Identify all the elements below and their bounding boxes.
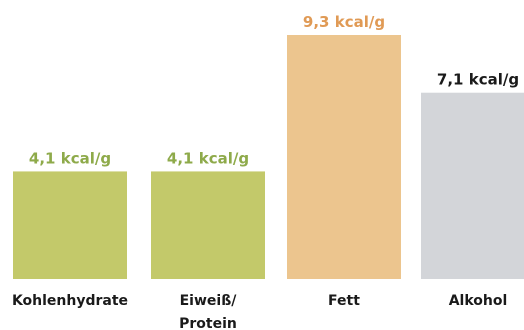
value-label-kohlenhydrate: 4,1 kcal/g [29, 149, 111, 167]
category-label-eiweiß-protein-line-2: Protein [179, 316, 237, 330]
value-label-fett: 9,3 kcal/g [303, 13, 385, 31]
bar-alkohol [421, 92, 524, 279]
category-labels-group: Kohlenhydrate Eiweiß/Protein Fett Alkohol [12, 293, 507, 330]
bar-eiweiß-protein [151, 171, 265, 279]
bar-kohlenhydrate [13, 171, 127, 279]
category-label-fett: Fett [328, 293, 360, 309]
value-labels-group: 4,1 kcal/g 4,1 kcal/g 9,3 kcal/g 7,1 kcal/g [29, 13, 519, 167]
value-label-eiweiß-protein: 4,1 kcal/g [167, 149, 249, 167]
bar-fett [287, 35, 401, 279]
bars-group [13, 35, 524, 279]
value-label-alkohol: 7,1 kcal/g [437, 71, 519, 89]
category-label-eiweiß-protein-line-1: Eiweiß/ [180, 293, 238, 309]
category-label-kohlenhydrate: Kohlenhydrate [12, 293, 128, 309]
category-label-alkohol: Alkohol [449, 293, 508, 309]
